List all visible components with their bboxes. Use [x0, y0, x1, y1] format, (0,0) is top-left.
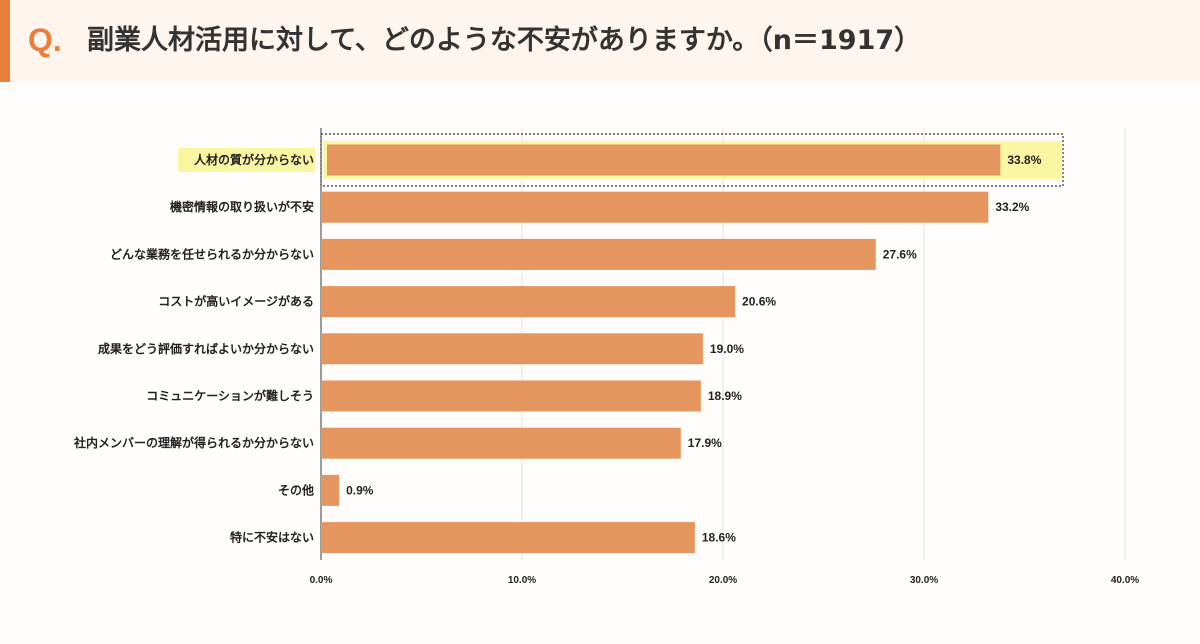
- category-label: 成果をどう評価すればよいか分からない: [98, 341, 314, 356]
- category-label: どんな業務を任せられるか分からない: [110, 246, 314, 261]
- value-label: 17.9%: [688, 436, 722, 450]
- category-label: コミュニケーションが難しそう: [146, 388, 314, 403]
- category-label: 人材の質が分からない: [194, 152, 314, 167]
- x-tick-label: 30.0%: [910, 575, 938, 586]
- bar: [321, 238, 876, 270]
- category-label: コストが高いイメージがある: [158, 294, 314, 309]
- value-label: 0.9%: [346, 483, 374, 497]
- value-label: 18.9%: [708, 389, 742, 403]
- highlight-frame: [320, 133, 1064, 187]
- x-tick-label: 40.0%: [1111, 575, 1139, 586]
- x-tick-label: 0.0%: [310, 575, 333, 586]
- bar: [321, 191, 989, 223]
- question-title: 副業人材活用に対して、どのような不安がありますか。（n＝1917）: [87, 25, 922, 56]
- category-label: 社内メンバーの理解が得られるか分からない: [73, 435, 314, 450]
- value-label: 27.6%: [883, 247, 917, 261]
- category-label: その他: [278, 482, 314, 497]
- value-label: 19.0%: [710, 342, 744, 356]
- highlight-label-band: [178, 148, 315, 172]
- bar: [321, 333, 703, 365]
- x-tick-label: 10.0%: [508, 575, 536, 586]
- header-accent-bar: [0, 0, 10, 82]
- category-label: 特に不安はない: [230, 530, 314, 545]
- value-label: 20.6%: [742, 295, 776, 309]
- bar: [321, 522, 695, 554]
- category-label: 機密情報の取り扱いが不安: [170, 199, 314, 214]
- bar: [327, 144, 1001, 176]
- bar: [321, 286, 736, 318]
- bar: [321, 380, 701, 412]
- value-label: 33.8%: [1007, 153, 1041, 167]
- bar: [321, 474, 340, 506]
- question-header: Q. 副業人材活用に対して、どのような不安がありますか。（n＝1917）: [0, 0, 1200, 82]
- bar: [321, 427, 681, 459]
- x-tick-label: 20.0%: [709, 575, 737, 586]
- question-mark-label: Q.: [28, 22, 62, 58]
- value-label: 33.2%: [995, 200, 1029, 214]
- value-label: 18.6%: [702, 531, 736, 545]
